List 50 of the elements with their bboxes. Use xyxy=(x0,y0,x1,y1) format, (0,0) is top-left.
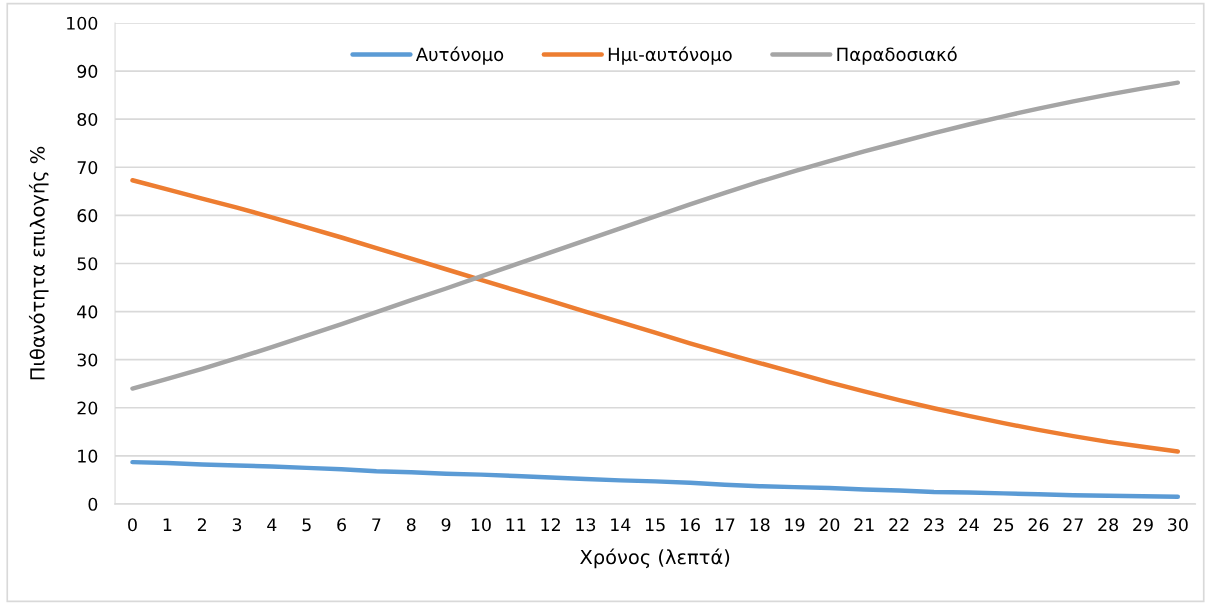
legend-label: Παραδοσιακό xyxy=(837,46,957,65)
x-tick-label: 20 xyxy=(819,518,840,532)
y-tick-label: 50 xyxy=(77,257,98,271)
y-tick-label: 90 xyxy=(77,64,98,78)
x-tick-label: 15 xyxy=(646,518,665,532)
x-tick-label: 24 xyxy=(958,518,979,532)
x-tick-label: 5 xyxy=(302,518,311,532)
legend-label: Αυτόνομο xyxy=(415,46,504,65)
y-tick-label: 0 xyxy=(88,497,98,511)
x-tick-label: 8 xyxy=(406,518,416,532)
x-tick-label: 18 xyxy=(750,518,770,532)
x-tick-label: 0 xyxy=(128,518,137,532)
x-tick-label: 7 xyxy=(372,518,381,532)
x-tick-label: 4 xyxy=(267,518,277,532)
y-tick-label: 30 xyxy=(77,353,98,367)
x-tick-label: 14 xyxy=(611,518,631,532)
y-tick-label: 40 xyxy=(77,305,98,319)
line-series xyxy=(130,80,1181,391)
x-tick-label: 3 xyxy=(232,518,242,532)
x-tick-label: 16 xyxy=(680,518,700,532)
y-tick-label: 20 xyxy=(77,401,98,415)
x-tick-label: 13 xyxy=(576,518,596,532)
x-axis-title: Χρόνος (λεπτά) xyxy=(580,548,730,569)
y-tick-label: 100 xyxy=(67,16,98,30)
x-tick-label: 23 xyxy=(924,518,944,532)
x-tick-label: 6 xyxy=(337,518,346,532)
x-tick-label: 9 xyxy=(441,518,451,532)
y-tick-label: 80 xyxy=(77,112,98,127)
x-tick-label: 27 xyxy=(1063,518,1083,532)
line-series xyxy=(130,459,1181,499)
y-tick-label: 10 xyxy=(78,449,98,463)
x-tick-label: 29 xyxy=(1133,518,1153,532)
x-tick-label: 26 xyxy=(1028,518,1049,532)
y-tick-label: 70 xyxy=(77,160,98,175)
x-tick-label: 12 xyxy=(541,518,560,532)
x-tick-label: 28 xyxy=(1098,518,1118,532)
y-tick-label: 60 xyxy=(77,209,98,223)
x-tick-label: 25 xyxy=(993,518,1014,532)
x-tick-label: 30 xyxy=(1168,518,1188,532)
x-tick-label: 21 xyxy=(854,518,874,532)
x-tick-label: 10 xyxy=(471,518,491,532)
x-tick-label: 22 xyxy=(889,518,909,532)
x-tick-label: 1 xyxy=(163,518,172,532)
x-tick-label: 11 xyxy=(506,518,526,532)
legend-label: Ημι-αυτόνομο xyxy=(608,46,732,65)
line-series xyxy=(130,178,1181,454)
y-axis-title: Πιθανότητα επιλογής % xyxy=(28,146,49,380)
x-tick-label: 2 xyxy=(197,518,206,532)
x-tick-label: 17 xyxy=(715,518,735,532)
x-tick-label: 19 xyxy=(785,518,805,532)
